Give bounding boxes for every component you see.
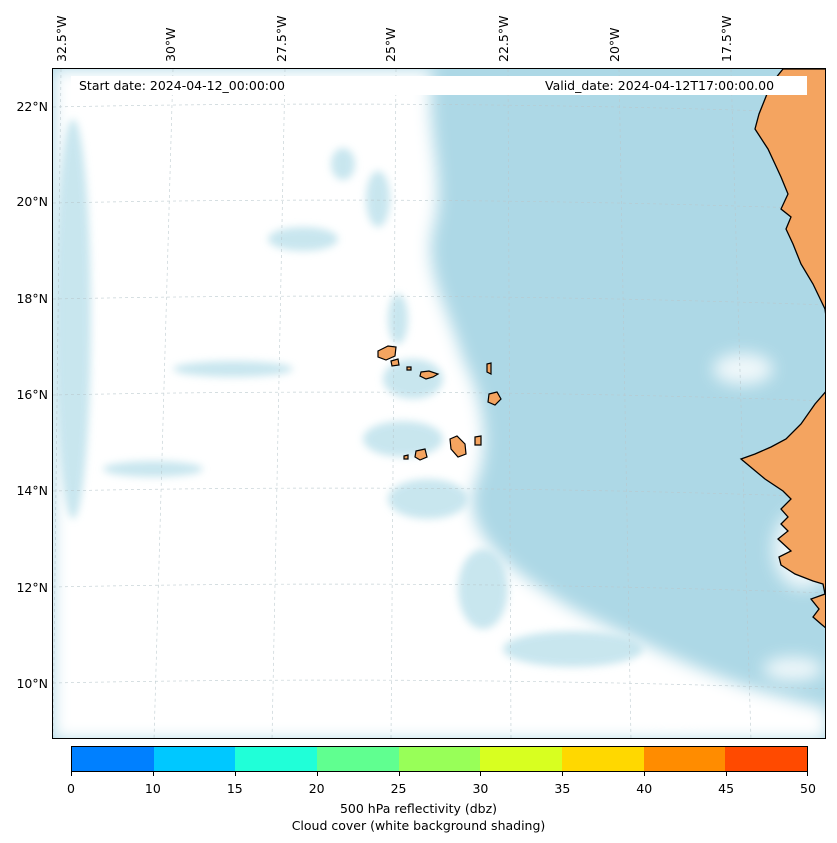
- island-fogo: [414, 448, 428, 461]
- map-area[interactable]: [52, 68, 826, 739]
- island-santo-antao: [377, 345, 397, 361]
- map-canvas: [53, 69, 825, 738]
- lon-label-27-5w: 27.5°W: [274, 15, 289, 62]
- date-header-band: [71, 76, 807, 95]
- colorbar-tick-label: 10: [144, 781, 161, 796]
- lon-label-17-5w: 17.5°W: [719, 15, 734, 62]
- cloud-free-patches: [55, 119, 643, 667]
- lat-label-22n: 22°N: [16, 99, 48, 114]
- lat-label-12n: 12°N: [16, 580, 48, 595]
- colorbar-tick-label: 30: [472, 781, 489, 796]
- africa-landmass: [739, 69, 825, 629]
- island-santiago: [449, 435, 467, 458]
- cloud-cover: [53, 69, 825, 738]
- colorbar-tick-mark: [644, 772, 646, 776]
- colorbar-sublabel: Cloud cover (white background shading): [291, 818, 546, 833]
- lat-label-14n: 14°N: [16, 483, 48, 498]
- colorbar-tick-label: 50: [800, 781, 816, 796]
- island-sao-nicolau: [419, 370, 440, 380]
- lon-label-30w: 30°W: [163, 27, 178, 62]
- colorbar-segment-20-25: [317, 747, 399, 771]
- colorbar-segment-10-15: [153, 747, 236, 771]
- colorbar-tick-label: 25: [390, 781, 407, 796]
- colorbar-tick-label: 20: [308, 781, 325, 796]
- lon-label-32-5w: 32.5°W: [54, 15, 69, 62]
- colorbar-tick-mark: [562, 772, 564, 776]
- graticule: [53, 69, 825, 738]
- colorbar-tick-label: 45: [718, 781, 735, 796]
- colorbar-tick-mark: [807, 772, 808, 776]
- island-boa-vista: [487, 391, 502, 406]
- colorbar-segment-30-35: [480, 747, 563, 771]
- colorbar-segment-15-20: [235, 747, 318, 771]
- valid-date-label: Valid_date: 2024-04-12T17:00:00.00: [545, 78, 775, 93]
- island-brava: [403, 454, 409, 460]
- colorbar-tick-mark: [152, 772, 154, 776]
- island-sao-vicente: [390, 358, 400, 367]
- lon-label-22-5w: 22.5°W: [496, 15, 511, 62]
- lon-label-25w: 25°W: [383, 27, 398, 62]
- colorbar-tick-label: 40: [636, 781, 653, 796]
- colorbar-tick-label: 0: [67, 781, 75, 796]
- lat-label-16n: 16°N: [16, 387, 48, 402]
- colorbar-tick-mark: [398, 772, 400, 776]
- colorbar-tick-mark: [480, 772, 482, 776]
- cape-verde-islands: [377, 345, 502, 461]
- colorbar-tick-mark: [316, 772, 318, 776]
- colorbar-segment-0-10: [72, 747, 154, 771]
- start-date-label: Start date: 2024-04-12_00:00:00: [79, 78, 285, 93]
- island-sal: [486, 362, 492, 375]
- colorbar-segment-35-40: [562, 747, 644, 771]
- island-santa-luzia: [406, 366, 412, 371]
- lon-label-20w: 20°W: [607, 27, 622, 62]
- lat-label-10n: 10°N: [16, 676, 48, 691]
- colorbar: [71, 746, 808, 772]
- lat-label-20n: 20°N: [16, 194, 48, 209]
- colorbar-segment-25-30: [398, 747, 481, 771]
- colorbar-segment-45-50: [725, 747, 808, 771]
- colorbar-tick-label: 35: [554, 781, 571, 796]
- colorbar-label: 500 hPa reflectivity (dbz): [339, 801, 498, 816]
- colorbar-tick-mark: [726, 772, 728, 776]
- lat-label-18n: 18°N: [16, 291, 48, 306]
- colorbar-tick-mark: [234, 772, 236, 776]
- colorbar-segment-40-45: [643, 747, 726, 771]
- island-maio: [474, 435, 482, 446]
- colorbar-tick-mark: [71, 772, 72, 776]
- colorbar-tick-label: 15: [226, 781, 243, 796]
